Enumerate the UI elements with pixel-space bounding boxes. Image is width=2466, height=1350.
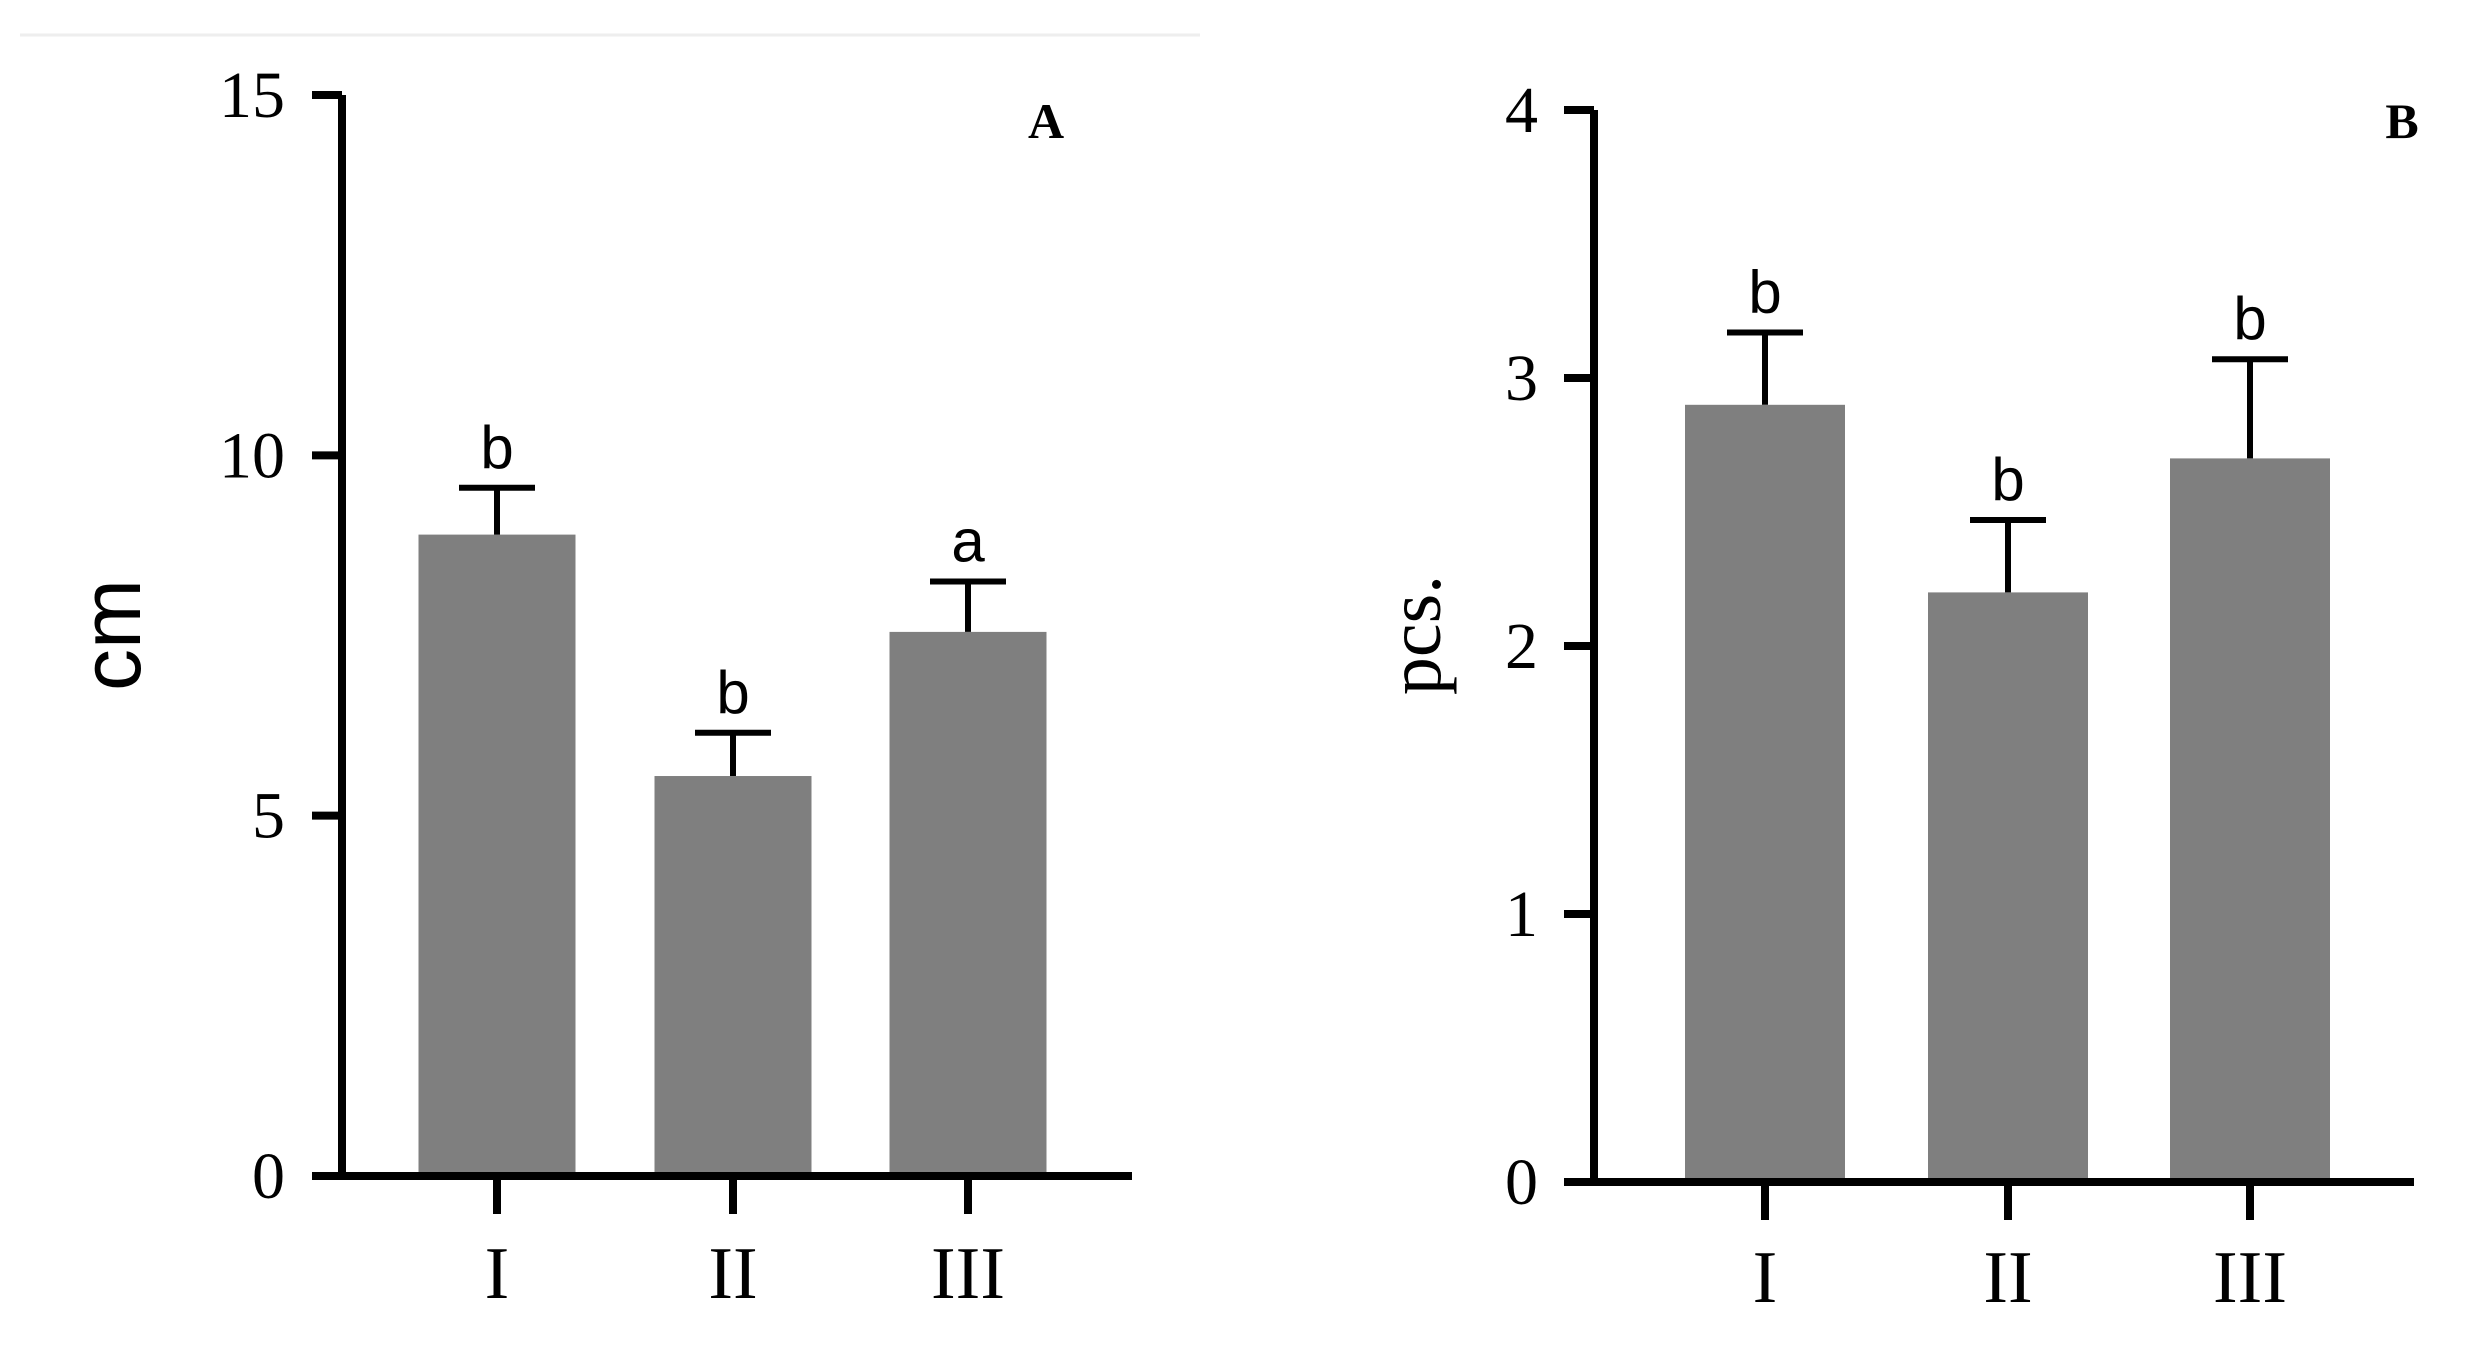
panel-a-x-tick-label: I [485,1233,510,1315]
panel-b-letter: B [2385,93,2418,149]
panel-b-y-tick-label: 3 [1505,342,1538,415]
panel-b-significance-label: b [1748,258,1781,325]
panel-a-letter: A [1028,93,1064,149]
panel-b-chart: B pcs. b Ib II b III 0 1 2 3 4 [1373,74,2419,1319]
panel-a-y-tick-label: 15 [219,59,285,132]
panel-b-bar-ii [1928,592,2088,1182]
panel-a-bar-ii [654,776,812,1176]
panel-b-significance-label: b [2233,285,2266,352]
panel-a-x-tick-label: III [931,1233,1005,1315]
panel-b-bar-i [1685,404,1845,1182]
panel-b-significance-label: b [1991,446,2024,513]
panel-a-y-tick-label: 10 [219,419,285,492]
panel-a-significance-label: b [716,659,749,726]
panel-b-x-tick-label: II [1983,1237,2032,1319]
panel-b-x-tick-label: III [2213,1237,2287,1319]
panel-a-significance-label: a [951,507,985,574]
panel-a-y-tick-label: 5 [252,780,285,853]
panel-a-x-tick-label: II [708,1233,757,1315]
panel-b-x-tick-label: I [1753,1237,1778,1319]
panel-a-y-axis-label: cm [64,579,158,691]
panel-a-bar-i [418,534,576,1176]
panel-b-y-tick-label: 4 [1505,74,1538,147]
panel-b-y-tick-label: 2 [1505,610,1538,683]
panel-a-chart: A cm b Ib II a III 0 5 10 15 [64,59,1132,1315]
panel-a-significance-label: b [480,414,513,481]
panel-a-bar-iii [889,631,1047,1176]
panel-b-y-tick-label: 0 [1505,1146,1538,1219]
panel-b-bar-iii [2170,458,2330,1182]
panel-b-y-axis-label: pcs. [1373,575,1457,695]
panel-a-y-tick-label: 0 [252,1140,285,1213]
panel-b-y-tick-label: 1 [1505,878,1538,951]
